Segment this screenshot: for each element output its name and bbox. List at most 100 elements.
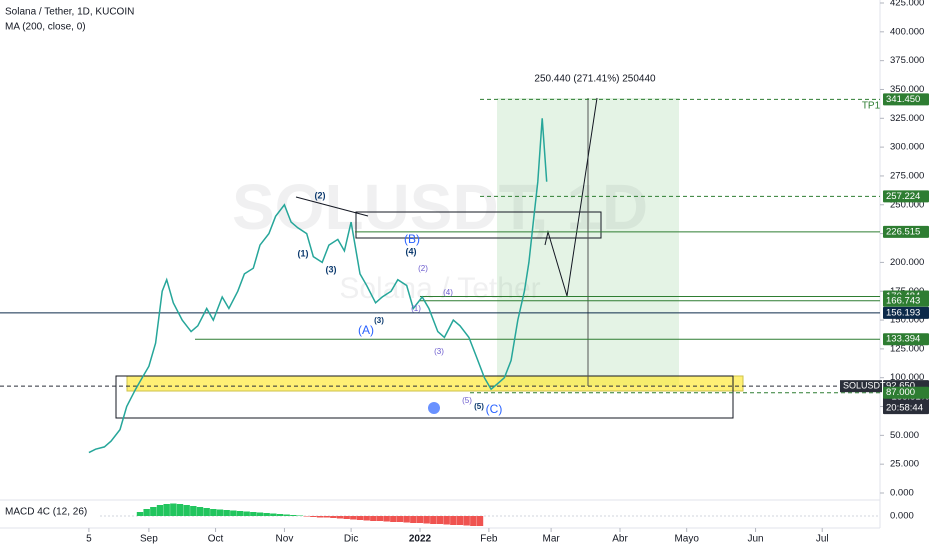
macd-bar — [396, 516, 404, 522]
wave-label: (1) — [411, 304, 421, 313]
target-label: TP1 — [862, 101, 881, 112]
macd-bar — [143, 509, 150, 516]
price-tag-label: 92.650 — [886, 381, 915, 392]
wave-label: (4) — [406, 246, 417, 256]
x-tick-label: Mayo — [674, 534, 699, 545]
macd-bar — [263, 513, 270, 516]
macd-bar — [296, 515, 304, 516]
wave-label: (B) — [404, 232, 420, 246]
trend-line — [295, 196, 369, 217]
wave-label: (3) — [434, 347, 444, 356]
macd-bar — [196, 507, 204, 516]
macd-bar — [323, 516, 330, 518]
y-tick-label: 300.000 — [890, 142, 924, 153]
macd-bar — [336, 516, 344, 519]
x-tick-label: Jun — [747, 534, 763, 545]
price-tag-label: 226.515 — [886, 226, 920, 237]
macd-bar — [343, 516, 350, 519]
y-tick-label: 375.000 — [890, 55, 924, 66]
wave-label: (3) — [326, 264, 337, 274]
symbol-tag — [840, 380, 882, 393]
wave-label: (2) — [315, 190, 326, 200]
macd-bar — [250, 512, 257, 516]
macd-bar — [270, 513, 277, 516]
support-zone — [126, 375, 744, 392]
macd-bar — [203, 508, 210, 516]
macd-bar — [436, 516, 444, 524]
macd-bar — [330, 516, 337, 518]
y-tick-label: 250.000 — [890, 199, 924, 210]
indicator-label: MA (200, close, 0) — [5, 22, 86, 33]
x-tick-label: Sep — [140, 534, 158, 545]
x-tick-label: Oct — [208, 534, 224, 545]
y-tick-label: 400.000 — [890, 26, 924, 37]
price-tag-label: 166.743 — [886, 295, 920, 306]
macd-bar — [223, 510, 230, 516]
wave-label: (5) — [474, 402, 484, 411]
macd-bar — [310, 516, 317, 517]
projection — [544, 97, 598, 297]
price-tag-label: 257.224 — [886, 191, 920, 202]
y-tick-label: 150.000 — [890, 315, 924, 326]
symbol-tag-label: SOLUSDT — [843, 381, 886, 391]
macd-bar — [476, 516, 484, 526]
macd-bar — [410, 516, 417, 523]
x-tick-label: Abr — [612, 534, 628, 545]
macd-bar — [350, 516, 357, 520]
y-tick-label: 125.000 — [890, 343, 924, 354]
macd-bar — [243, 511, 250, 516]
price-tag — [883, 386, 929, 399]
x-tick-label: Nov — [276, 534, 294, 545]
btc-icon — [428, 402, 440, 414]
price-tag-label: 156.193 — [886, 307, 920, 318]
price-tag — [883, 306, 929, 319]
macd-bar — [230, 510, 237, 516]
macd-bar — [316, 516, 324, 518]
y-tick-label: 0.000 — [890, 488, 914, 499]
macd-bar — [416, 516, 424, 523]
x-tick-label: Jul — [816, 534, 829, 545]
macd-bar — [170, 503, 177, 516]
wave-label: (1) — [298, 248, 309, 258]
macd-bar — [256, 512, 264, 516]
macd-bar — [136, 512, 144, 516]
y-tick-label: 100.000 — [890, 372, 924, 383]
price-tag — [883, 225, 929, 238]
y-tick-label: 25.000 — [890, 459, 919, 470]
price-tag — [883, 93, 929, 106]
macd-bar — [183, 505, 190, 516]
y-tick-label: 275.000 — [890, 170, 924, 181]
macd-bar — [363, 516, 370, 521]
macd-bar — [156, 505, 164, 516]
macd-bar — [450, 516, 457, 525]
macd-tick-label: 0.000 — [890, 511, 914, 522]
macd-bar — [276, 514, 284, 516]
x-tick-label: 2022 — [409, 534, 432, 545]
y-tick-label: 200.000 — [890, 257, 924, 268]
macd-bar — [443, 516, 450, 525]
macd-bar — [176, 504, 184, 516]
macd-bar — [303, 516, 310, 517]
x-tick-label: Mar — [542, 534, 560, 545]
macd-bar — [390, 516, 397, 522]
wave-label: (5) — [462, 396, 472, 405]
price-tag — [883, 333, 929, 346]
macd-bar — [463, 516, 470, 526]
watermark: Solana / Tether — [339, 272, 540, 305]
macd-bar — [376, 516, 384, 521]
macd-bar — [150, 507, 157, 516]
x-tick-label: Dic — [344, 534, 358, 545]
macd-bar — [456, 516, 464, 525]
box — [115, 375, 734, 419]
macd-title: MACD 4C (12, 26) — [5, 507, 87, 518]
price-tag-label: 133.394 — [886, 334, 920, 345]
price-line — [88, 118, 548, 454]
macd-bar — [216, 509, 224, 516]
x-tick-label: Feb — [480, 534, 498, 545]
macd-bar — [423, 516, 430, 524]
position-label: 250.440 (271.41%) 250440 — [534, 74, 656, 85]
price-tag — [883, 294, 929, 307]
wave-label: (2) — [418, 264, 428, 273]
